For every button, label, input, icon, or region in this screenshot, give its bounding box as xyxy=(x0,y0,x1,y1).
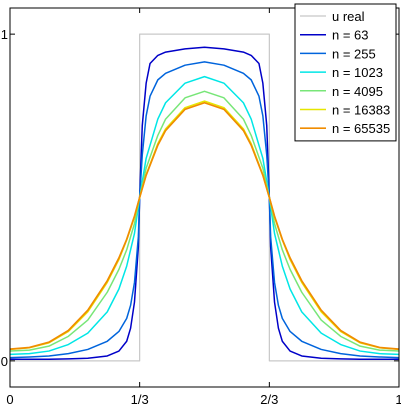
series-line-4 xyxy=(9,90,400,352)
y-tick-label-0: 0 xyxy=(1,354,8,369)
x-tick-label-3: 1 xyxy=(395,392,401,407)
plot-frame xyxy=(9,7,400,388)
legend-label-0: u real xyxy=(332,9,365,24)
series-line-2 xyxy=(9,61,400,359)
y-tick-label-1: 1 xyxy=(1,27,8,42)
x-tick-label-1: 1/3 xyxy=(131,392,149,407)
legend: u real n = 63 n = 255 n = 1023 n = 4095 n = 1… xyxy=(294,3,397,142)
legend-label-1: n = 63 xyxy=(332,28,369,43)
series-line-5 xyxy=(9,100,400,351)
legend-label-3: n = 1023 xyxy=(332,65,383,80)
x-tick-label-0: 0 xyxy=(6,392,13,407)
x-tick-label-2: 2/3 xyxy=(260,392,278,407)
series-line-6 xyxy=(9,101,400,350)
series-line-0 xyxy=(10,33,399,362)
legend-label-6: n = 65535 xyxy=(332,121,390,136)
series-layer xyxy=(9,33,400,362)
legend-label-5: n = 16383 xyxy=(332,103,390,118)
series-line-1 xyxy=(10,46,399,360)
legend-label-4: n = 4095 xyxy=(332,84,383,99)
tick-layer: 0 1/3 2/3 1 0 1 xyxy=(1,8,401,407)
legend-label-2: n = 255 xyxy=(332,46,376,61)
series-line-3 xyxy=(9,75,400,356)
